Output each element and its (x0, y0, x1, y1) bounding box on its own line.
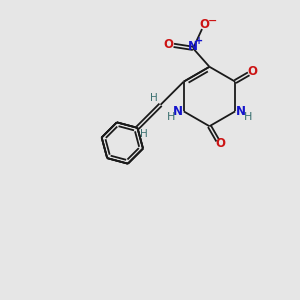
Text: +: + (195, 36, 203, 46)
Text: −: − (208, 16, 217, 26)
Text: H: H (150, 94, 158, 103)
Text: N: N (173, 105, 183, 118)
Text: N: N (236, 105, 245, 118)
Text: O: O (248, 65, 258, 78)
Text: O: O (200, 18, 209, 31)
Text: N: N (188, 40, 198, 53)
Text: H: H (244, 112, 252, 122)
Text: O: O (164, 38, 173, 51)
Text: O: O (216, 137, 226, 150)
Text: H: H (140, 129, 148, 139)
Text: H: H (167, 112, 176, 122)
